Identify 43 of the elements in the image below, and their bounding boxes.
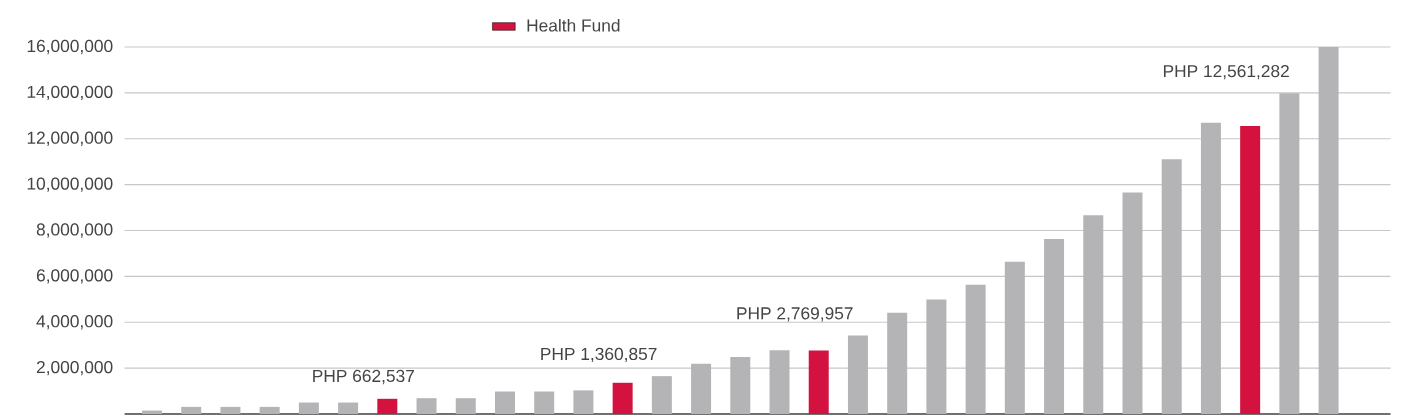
bar	[259, 406, 280, 414]
bar	[1279, 93, 1300, 414]
y-tick-label: 16,000,000	[27, 39, 113, 55]
bar	[769, 350, 790, 414]
bar	[1083, 215, 1104, 414]
y-tick-label: 14,000,000	[27, 85, 113, 101]
bar	[1004, 261, 1025, 414]
y-tick-label: 2,000,000	[36, 360, 113, 376]
y-tick-label: 10,000,000	[27, 177, 113, 192]
bar	[691, 363, 712, 414]
bar	[965, 284, 986, 414]
y-tick-label: 12,000,000	[27, 131, 113, 146]
bar	[651, 376, 672, 414]
data-label: PHP 12,561,282	[1163, 64, 1289, 80]
bar	[808, 350, 829, 414]
bar	[1240, 125, 1261, 414]
bar	[298, 402, 319, 414]
data-label: PHP 2,769,957	[737, 307, 853, 322]
bar	[220, 406, 241, 414]
bar	[1122, 192, 1143, 414]
bar	[573, 390, 594, 414]
bar	[416, 398, 437, 414]
y-tick-label: 4,000,000	[36, 315, 113, 330]
bar	[1200, 122, 1221, 414]
bar	[926, 299, 947, 414]
bar	[181, 406, 202, 414]
data-label: PHP 1,360,857	[541, 347, 657, 363]
bar	[455, 398, 476, 414]
bar	[377, 398, 398, 414]
bar	[534, 391, 555, 414]
legend-label: Health Fund	[527, 18, 620, 32]
y-tick-label: 8,000,000	[36, 223, 113, 238]
bar	[1044, 238, 1065, 414]
bar	[847, 335, 868, 414]
bar	[612, 382, 633, 414]
bar	[1161, 159, 1182, 414]
data-label: PHP 662,537	[313, 369, 414, 385]
y-tick-label: 6,000,000	[36, 269, 113, 284]
bar	[1318, 47, 1339, 414]
bar	[730, 356, 751, 414]
bar	[887, 312, 908, 414]
bar	[494, 391, 515, 414]
bar	[338, 402, 359, 414]
